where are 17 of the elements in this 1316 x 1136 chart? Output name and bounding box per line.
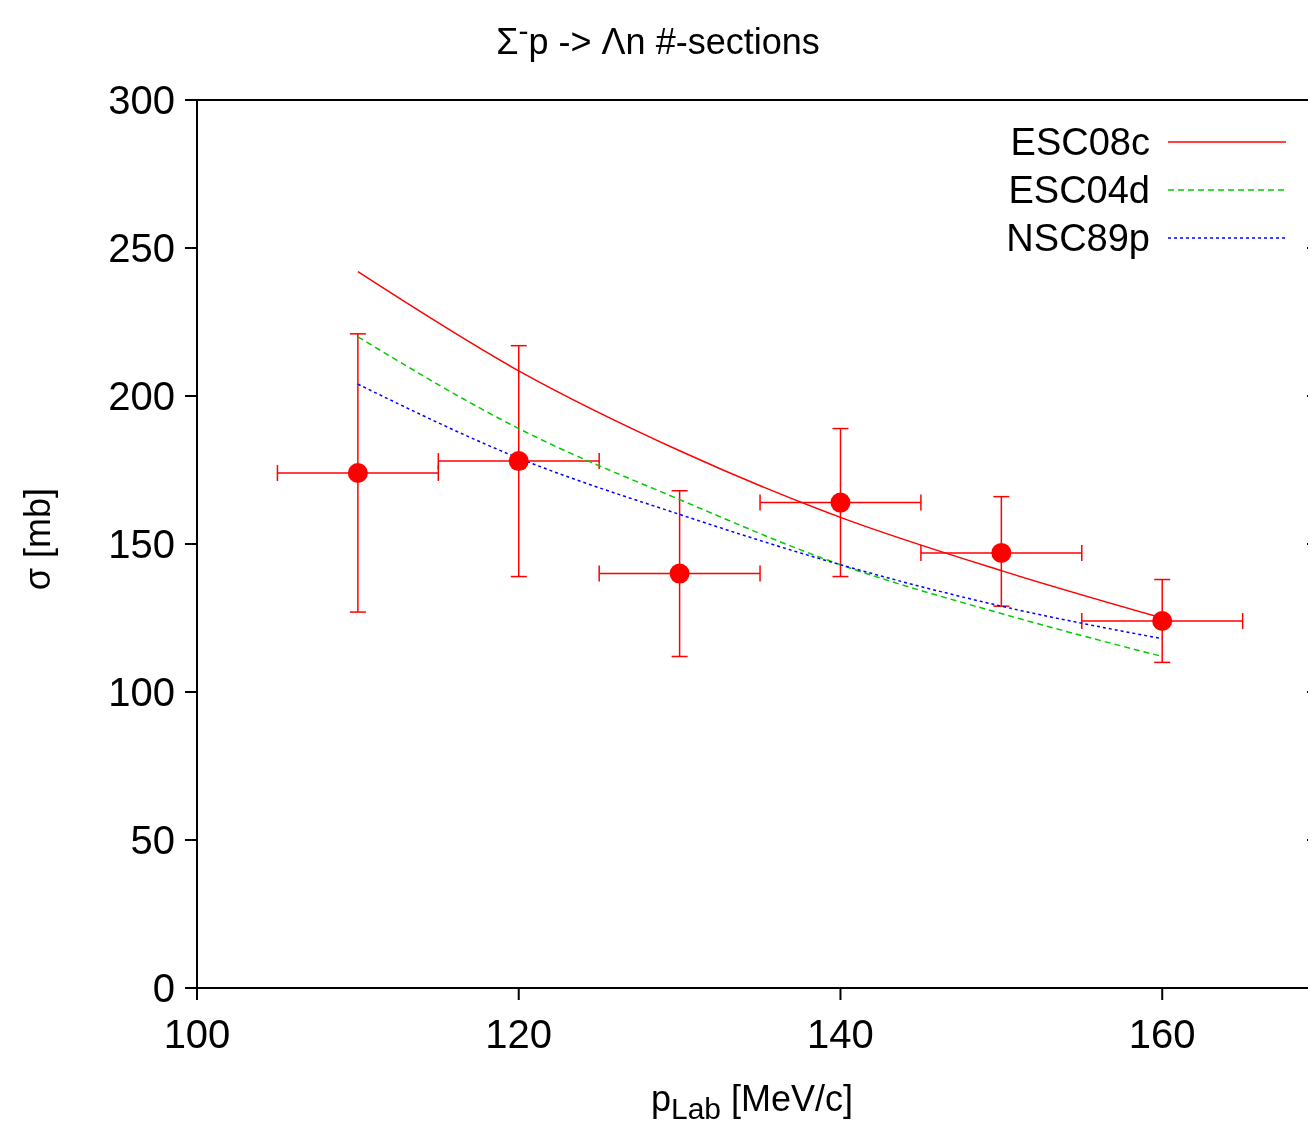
y-tick-label: 200 [108, 374, 175, 419]
x-tick-label: 160 [1128, 1012, 1196, 1057]
y-tick-label: 0 [152, 966, 175, 1011]
chart-title: Σ$^{-}$p -> Λn #-sections [495, 14, 821, 63]
x-axis-title: p$_{Lab}$ [MeV/c] [649, 1078, 855, 1127]
legend-label: NSC89p [1006, 216, 1150, 260]
y-tick-label: 300 [108, 78, 175, 123]
y-tick-label: 150 [108, 522, 175, 567]
legend-label: ESC04d [1008, 168, 1150, 212]
x-tick-label: 140 [807, 1012, 874, 1057]
y-tick-label: 50 [130, 818, 175, 863]
y-tick-label: 100 [108, 670, 175, 715]
x-tick-label: 100 [163, 1012, 231, 1057]
x-tick-label: 120 [485, 1012, 553, 1057]
y-axis-title: σ [mb] [17, 486, 59, 593]
y-tick-label: 250 [108, 226, 175, 271]
legend-label: ESC08c [1010, 120, 1150, 164]
